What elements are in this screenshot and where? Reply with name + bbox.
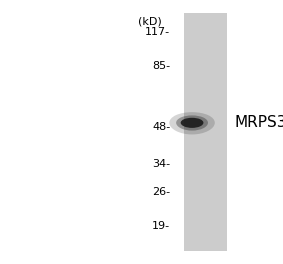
Text: 34-: 34- bbox=[152, 159, 170, 169]
Ellipse shape bbox=[169, 112, 215, 134]
Text: 85-: 85- bbox=[152, 61, 170, 71]
Text: (kD): (kD) bbox=[138, 16, 161, 26]
Text: 48-: 48- bbox=[152, 122, 170, 132]
Ellipse shape bbox=[181, 118, 203, 128]
Text: 19-: 19- bbox=[152, 221, 170, 231]
Text: 117-: 117- bbox=[145, 27, 170, 37]
Text: 26-: 26- bbox=[152, 187, 170, 197]
Ellipse shape bbox=[176, 115, 208, 131]
FancyBboxPatch shape bbox=[183, 13, 227, 251]
Text: MRPS30: MRPS30 bbox=[235, 115, 283, 130]
